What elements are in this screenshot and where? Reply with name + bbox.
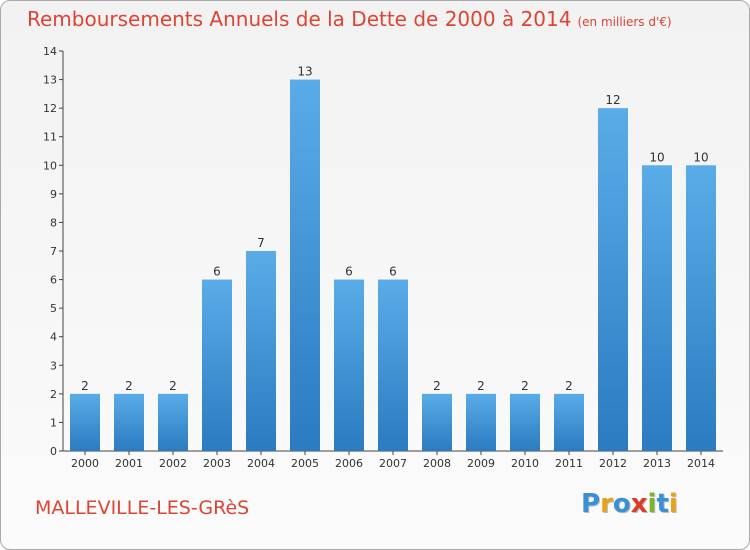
- commune-name: MALLEVILLE-LES-GRèS: [35, 497, 250, 519]
- bar: [686, 165, 716, 452]
- data-label: 2: [521, 379, 529, 393]
- bar: [334, 279, 364, 451]
- y-tick-label: 8: [50, 216, 57, 229]
- chart-subtitle: (en milliers d'€): [577, 15, 672, 29]
- y-tick-label: 10: [43, 159, 57, 172]
- bar: [642, 165, 672, 452]
- bar: [422, 393, 452, 451]
- data-label: 2: [169, 379, 177, 393]
- logo-letter: i: [668, 489, 678, 519]
- x-tick-label: 2010: [511, 457, 539, 470]
- bar: [158, 393, 188, 451]
- data-label: 2: [81, 379, 89, 393]
- bar: [554, 393, 584, 451]
- bar: [202, 279, 232, 451]
- data-label: 6: [213, 265, 221, 279]
- bar: [70, 393, 100, 451]
- y-tick-label: 13: [43, 74, 57, 87]
- logo-letter: i: [647, 489, 657, 519]
- data-label: 12: [605, 93, 620, 107]
- bar: [510, 393, 540, 451]
- y-tick-label: 3: [50, 359, 57, 372]
- x-tick-label: 2007: [379, 457, 407, 470]
- x-tick-label: 2001: [115, 457, 143, 470]
- x-tick-label: 2000: [71, 457, 99, 470]
- y-tick-label: 9: [50, 188, 57, 201]
- data-label: 2: [125, 379, 133, 393]
- data-label: 10: [649, 150, 664, 164]
- y-tick-label: 6: [50, 274, 57, 287]
- logo-letter: P: [581, 489, 601, 519]
- y-tick-label: 1: [50, 416, 57, 429]
- data-label: 13: [297, 65, 312, 79]
- y-tick-label: 2: [50, 388, 57, 401]
- x-tick-label: 2005: [291, 457, 319, 470]
- data-label: 10: [693, 150, 708, 164]
- data-label: 2: [433, 379, 441, 393]
- x-tick-label: 2006: [335, 457, 363, 470]
- y-tick-label: 14: [43, 45, 57, 58]
- y-tick-label: 5: [50, 302, 57, 315]
- x-tick-label: 2013: [643, 457, 671, 470]
- y-tick-label: 7: [50, 245, 57, 258]
- x-tick-label: 2004: [247, 457, 275, 470]
- logo-letter: x: [630, 489, 648, 519]
- x-tick-label: 2011: [555, 457, 583, 470]
- bar: [290, 79, 320, 452]
- data-label: 2: [477, 379, 485, 393]
- chart-title: Remboursements Annuels de la Dette de 20…: [27, 7, 672, 31]
- y-tick-label: 11: [43, 131, 57, 144]
- data-label: 7: [257, 236, 265, 250]
- y-tick-label: 12: [43, 102, 57, 115]
- proxiti-logo: Proxiti: [581, 489, 678, 519]
- x-tick-label: 2002: [159, 457, 187, 470]
- bar: [598, 108, 628, 452]
- bar: [466, 393, 496, 451]
- y-tick-label: 4: [50, 331, 57, 344]
- bar: [114, 393, 144, 451]
- x-tick-label: 2008: [423, 457, 451, 470]
- x-tick-label: 2003: [203, 457, 231, 470]
- chart-bars: [70, 79, 716, 452]
- logo-letter: o: [612, 489, 631, 519]
- data-label: 6: [389, 265, 397, 279]
- data-label: 2: [565, 379, 573, 393]
- data-label: 6: [345, 265, 353, 279]
- x-tick-label: 2014: [687, 457, 715, 470]
- x-tick-label: 2012: [599, 457, 627, 470]
- logo-letter: r: [600, 489, 613, 519]
- x-tick-label: 2009: [467, 457, 495, 470]
- logo-letter: t: [656, 489, 669, 519]
- bar: [246, 251, 276, 451]
- y-tick-label: 0: [50, 445, 57, 458]
- chart-data-labels: 2 2 2 6 7 13 6 6 2 2 2 2 12 10 10: [81, 65, 708, 393]
- bar: [378, 279, 408, 451]
- chart-title-text: Remboursements Annuels de la Dette de 20…: [27, 7, 572, 31]
